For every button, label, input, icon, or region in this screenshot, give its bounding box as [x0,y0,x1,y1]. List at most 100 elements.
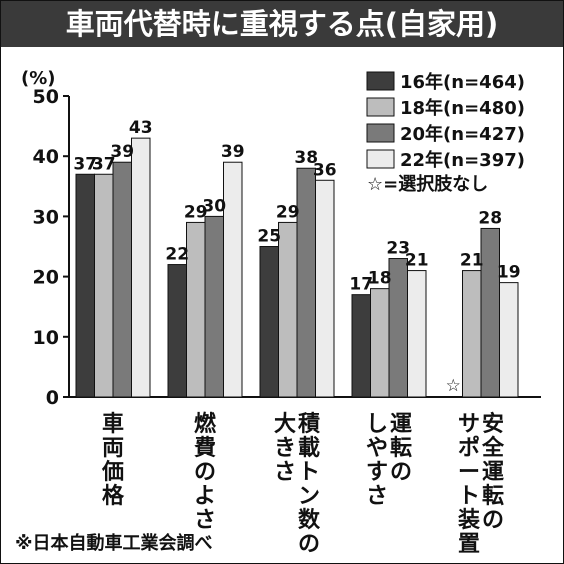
bar [296,167,316,398]
bar-value-label: 43 [129,118,153,138]
bar-value-label: 38 [294,148,318,168]
y-tick-label: 0 [46,387,59,409]
bar-value-label: 21 [405,251,429,271]
x-category-char: ト [458,484,480,509]
legend-entry: 20年(n=427) [400,123,525,145]
bar [351,294,371,398]
bar-value-label: 22 [165,245,189,265]
x-category-char: さ [194,508,216,533]
legend-entry: 18年(n=480) [400,97,525,119]
bar [186,221,206,398]
legend-entry: 16年(n=464) [400,71,525,93]
bar-value-label: 30 [202,196,226,216]
bar-value-label: 29 [276,202,300,222]
source-note: ※日本自動車工業会調べ [15,532,213,554]
legend-swatch [366,97,395,117]
bar [370,288,390,398]
x-category-char: や [366,436,388,461]
x-category-char: 価 [101,460,124,485]
y-tick-label: 30 [33,206,59,228]
x-category-char: 置 [458,532,480,557]
chart-labels: 37 22 25 17 ☆ 37 29 29 18 21 39 30 38 23 28 43 39 36 21 19 車… [15,118,521,557]
x-category-char: ト [298,460,320,485]
x-category-char: 運 [390,412,412,437]
bar [259,246,279,398]
x-category-char: さ [274,460,296,485]
bar [499,282,519,398]
x-category-char: 数 [298,507,321,533]
bar [315,179,335,398]
x-category-char: 格 [102,483,125,509]
chart-bars [75,137,519,398]
bar-value-label: 17 [349,275,373,295]
bar-value-label: 37 [73,154,97,174]
missing-option-marker: ☆ [446,376,461,396]
y-tick-label: 10 [33,327,59,349]
x-category-char: の [482,508,504,533]
x-category-char: 全 [481,435,505,461]
x-category-char: よ [194,484,216,509]
legend-entry: 22年(n=397) [400,149,525,171]
bar-value-label: 21 [460,251,484,271]
bar-value-label: 28 [478,208,502,228]
x-category-char: 運 [482,460,504,485]
y-tick-label: 50 [33,86,59,108]
bar-value-label: 37 [92,154,116,174]
bar-value-label: 36 [313,160,337,180]
legend-swatch [366,123,395,143]
bar [480,227,500,398]
bar [131,137,151,398]
x-category-char: す [366,460,388,485]
bar [407,270,427,398]
bar-value-label: 18 [368,269,392,289]
bar [75,173,95,398]
x-category-char: の [390,460,412,485]
legend-swatch [366,149,395,169]
bar [388,258,408,398]
chart-axes: 0 10 20 30 40 50(%) [21,68,541,409]
bar-value-label: 23 [386,239,410,259]
x-category-char: 載 [298,435,320,461]
bar-value-label: 19 [497,263,521,283]
x-category-char: ポ [458,435,480,461]
x-category-char: さ [366,484,388,509]
x-category-char: き [274,436,296,461]
y-tick-label: 40 [33,146,59,168]
x-category-char: ー [458,460,480,485]
bar [94,173,114,398]
x-category-char: サ [458,412,480,437]
bar [204,215,224,398]
y-tick-label: 20 [33,267,59,289]
x-category-char: 費 [194,436,216,461]
x-category-char: 両 [102,436,124,461]
chart-title: 車両代替時に重視する点(自家用) [1,1,563,47]
x-category-char: 大 [274,412,296,437]
x-category-char: し [366,412,388,437]
legend-swatch [366,71,395,91]
x-category-char: 安 [482,411,504,437]
bar [167,264,187,398]
bar [462,270,482,398]
bar [223,161,243,398]
x-category-char: 転 [482,483,504,509]
legend-note: ☆=選択肢なし [367,173,488,195]
x-category-char: 装 [458,508,480,533]
x-category-char: 車 [102,412,124,437]
bar-value-label: 25 [257,227,281,247]
chart-legend: 16年(n=464) 18年(n=480) 20年(n=427) 22年(n=397)… [361,64,549,195]
x-category-char: の [298,532,320,557]
bar [112,161,132,398]
bar [278,221,298,398]
bar-value-label: 39 [110,142,134,162]
x-category-char: 転 [390,435,412,461]
x-category-char: 燃 [194,411,217,437]
x-category-char: 積 [298,412,321,437]
x-category-char: の [194,460,216,485]
